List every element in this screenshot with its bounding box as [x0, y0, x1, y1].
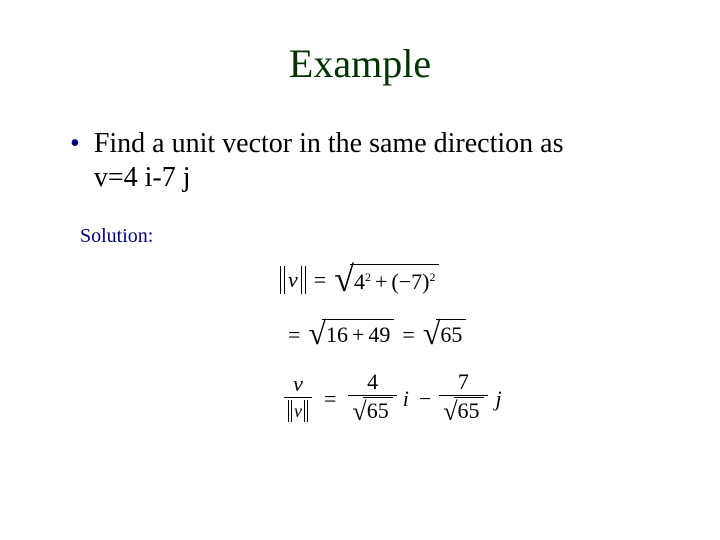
exp-2b: 2	[429, 270, 435, 285]
norm-v: v	[280, 266, 306, 294]
sqrt-den-1: √ 65	[352, 397, 392, 429]
frac-v-over-norm: v v	[284, 372, 312, 427]
den-65a: 65	[367, 399, 389, 423]
norm-v-den: v	[288, 399, 308, 423]
term-4: 4	[354, 269, 365, 295]
sqrt-3: √ 65	[423, 319, 467, 351]
den-65b: 65	[458, 399, 480, 423]
bullet-item: • Find a unit vector in the same directi…	[70, 127, 670, 195]
bullet-line1: Find a unit vector in the same direction…	[94, 128, 564, 159]
sixtyfive: 65	[440, 322, 462, 348]
bullet-line2: v=4 i-7 j	[94, 162, 191, 193]
fortynine: 49	[368, 322, 390, 348]
bullet-text: Find a unit vector in the same direction…	[94, 127, 564, 195]
sqrt-1: √ 42 + (−7)2	[334, 264, 439, 296]
plus-2: +	[352, 322, 364, 348]
minus-op: −	[419, 386, 431, 412]
slide-title: Example	[50, 40, 670, 87]
neg-7: −7	[399, 269, 422, 295]
equals-3: =	[402, 322, 414, 348]
math-line-2: = √ 16 + 49 = √ 65	[280, 313, 502, 357]
plus-1: +	[375, 269, 387, 295]
math-line-1: v = √ 42 + (−7)2	[280, 255, 502, 305]
equals-1: =	[314, 267, 326, 293]
v-num: v	[293, 371, 303, 396]
num-4: 4	[363, 370, 382, 394]
equals-2: =	[288, 322, 300, 348]
equals-4: =	[324, 386, 336, 412]
exp-2a: 2	[365, 270, 371, 285]
solution-label: Solution:	[80, 225, 670, 248]
frac-4-sqrt65: 4 √ 65	[348, 370, 396, 429]
paren-open: (	[391, 269, 398, 295]
unit-i: i	[403, 386, 409, 412]
paren-close: )	[422, 269, 429, 295]
bullet-marker: •	[70, 127, 80, 161]
sixteen: 16	[326, 322, 348, 348]
unit-j: j	[496, 386, 502, 412]
math-line-3: v v = 4 √ 65 i −	[280, 371, 502, 427]
frac-7-sqrt65: 7 √ 65	[439, 370, 487, 429]
sqrt-den-2: √ 65	[443, 397, 483, 429]
math-region: v = √ 42 + (−7)2 = √ 16 + 49	[280, 255, 502, 427]
num-7: 7	[454, 370, 473, 394]
slide-container: Example • Find a unit vector in the same…	[0, 0, 720, 540]
sqrt-2: √ 16 + 49	[308, 319, 394, 351]
